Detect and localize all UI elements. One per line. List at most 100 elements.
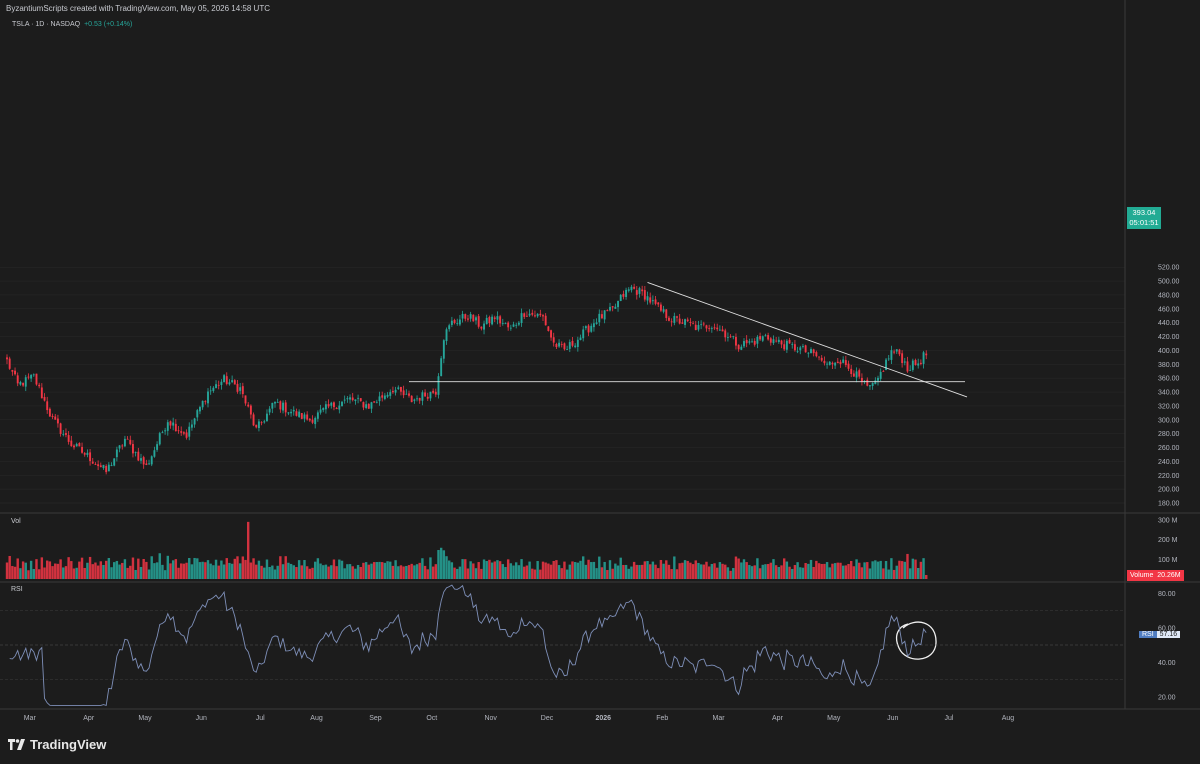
volume-bar: [67, 557, 70, 579]
volume-bar: [573, 562, 577, 579]
candle-body: [638, 288, 641, 294]
volume-bar: [724, 564, 727, 579]
candle-body: [260, 422, 263, 424]
volume-bar: [485, 561, 488, 579]
candle-body: [710, 328, 713, 329]
chart-attribution: ByzantiumScripts created with TradingVie…: [6, 4, 270, 13]
volume-bar: [734, 556, 738, 579]
volume-bar: [397, 566, 400, 579]
candle-body: [646, 296, 649, 301]
rsi-pane-label[interactable]: RSI: [11, 586, 23, 593]
volume-pane-label[interactable]: Vol: [11, 518, 21, 525]
volume-bar: [437, 550, 440, 579]
candle-body: [161, 432, 164, 434]
candle-body: [8, 358, 11, 369]
volume-bar: [549, 564, 553, 579]
candle-body: [357, 397, 360, 399]
volume-bar: [788, 566, 791, 579]
volume-bar: [509, 563, 513, 579]
volume-bar: [407, 565, 411, 579]
volume-bar: [102, 564, 105, 579]
volume-bar: [142, 559, 145, 579]
volume-bar: [681, 562, 684, 579]
date-tick-label: Mar: [24, 715, 37, 722]
candle-body: [694, 324, 697, 331]
volume-bar: [515, 562, 518, 579]
candle-body: [150, 456, 153, 465]
volume-bar: [297, 560, 301, 579]
volume-bar: [284, 556, 287, 579]
volume-bar: [129, 565, 132, 579]
candle-body: [102, 464, 105, 469]
candle-body: [804, 345, 807, 353]
volume-bar: [453, 567, 456, 579]
candle-body: [560, 344, 563, 345]
volume-bar: [616, 565, 620, 579]
volume-bar: [279, 556, 282, 579]
price-tick-label: 240.00: [1158, 459, 1180, 466]
volume-bar: [563, 561, 566, 579]
candle-body: [223, 375, 226, 383]
candle-body: [630, 286, 633, 291]
volume-bar: [584, 564, 588, 579]
candle-body: [193, 418, 196, 425]
candle-body: [276, 402, 279, 403]
volume-bar: [895, 565, 898, 579]
candle-body: [349, 397, 351, 400]
candle-body: [54, 416, 57, 420]
volume-bar: [667, 564, 671, 579]
candle-body: [394, 389, 397, 393]
volume-bar: [847, 563, 850, 579]
candle-body: [383, 395, 386, 399]
candle-body: [370, 402, 373, 409]
volume-bar: [32, 568, 35, 579]
volume-bar: [911, 558, 915, 579]
volume-bar: [356, 564, 360, 579]
volume-bar: [303, 560, 306, 579]
volume-bar: [833, 563, 837, 579]
volume-bar: [96, 565, 100, 579]
volume-bar: [699, 564, 703, 579]
candle-body: [48, 408, 51, 417]
price-tick-label: 300.00: [1158, 417, 1180, 424]
volume-bar: [88, 556, 92, 579]
candle-body: [812, 349, 815, 354]
candle-body: [78, 443, 81, 447]
candle-body: [65, 433, 67, 435]
volume-bar: [375, 562, 379, 579]
candle-body: [815, 352, 818, 357]
date-tick-label: Jun: [887, 715, 898, 722]
candle-body: [362, 402, 365, 408]
candle-body: [148, 463, 150, 465]
volume-bar: [713, 563, 716, 579]
symbol-name[interactable]: TSLA · 1D · NASDAQ: [12, 21, 81, 28]
volume-bar: [220, 560, 223, 579]
volume-bar: [137, 558, 140, 579]
volume-bar: [399, 565, 403, 579]
candle-body: [156, 444, 159, 450]
volume-bar: [482, 559, 486, 579]
volume-bar: [689, 562, 692, 579]
rsi-line: [9, 584, 927, 706]
volume-bar: [394, 560, 397, 579]
volume-bar: [874, 560, 877, 579]
candle-body: [555, 343, 558, 348]
volume-bar: [233, 558, 236, 579]
volume-bar: [255, 564, 258, 579]
volume-bar: [758, 568, 762, 579]
volume-bar: [547, 563, 550, 579]
volume-bar: [410, 563, 413, 579]
volume-bar: [80, 557, 84, 579]
rsi-badge-label: RSI: [1139, 631, 1157, 638]
volume-bar: [844, 565, 848, 579]
tradingview-logo[interactable]: TradingView: [8, 737, 106, 752]
volume-bar: [887, 569, 890, 579]
candle-body: [188, 426, 191, 437]
candle-body: [123, 438, 126, 447]
candle-body: [558, 342, 561, 347]
candle-body: [643, 290, 646, 300]
volume-bar: [11, 566, 14, 579]
symbol-legend[interactable]: TSLA · 1D · NASDAQ +0.53 (+0.14%): [12, 21, 132, 28]
volume-bar: [378, 561, 381, 579]
